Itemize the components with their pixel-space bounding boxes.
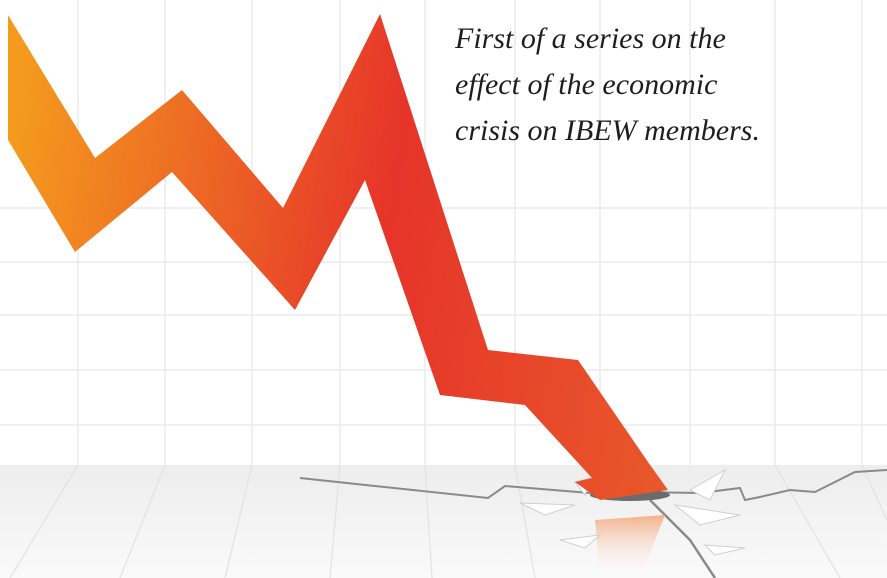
floor	[0, 465, 887, 578]
caption-line: effect of the economic	[455, 68, 717, 101]
floor-grid	[9, 464, 887, 578]
crack	[299, 469, 887, 502]
caption-line: First of a series on the	[454, 22, 726, 55]
caption-line: crisis on IBEW members.	[455, 114, 760, 147]
crack	[649, 499, 717, 578]
reflection	[595, 515, 665, 578]
falling-arrow	[8, 14, 668, 500]
shards	[519, 468, 746, 556]
